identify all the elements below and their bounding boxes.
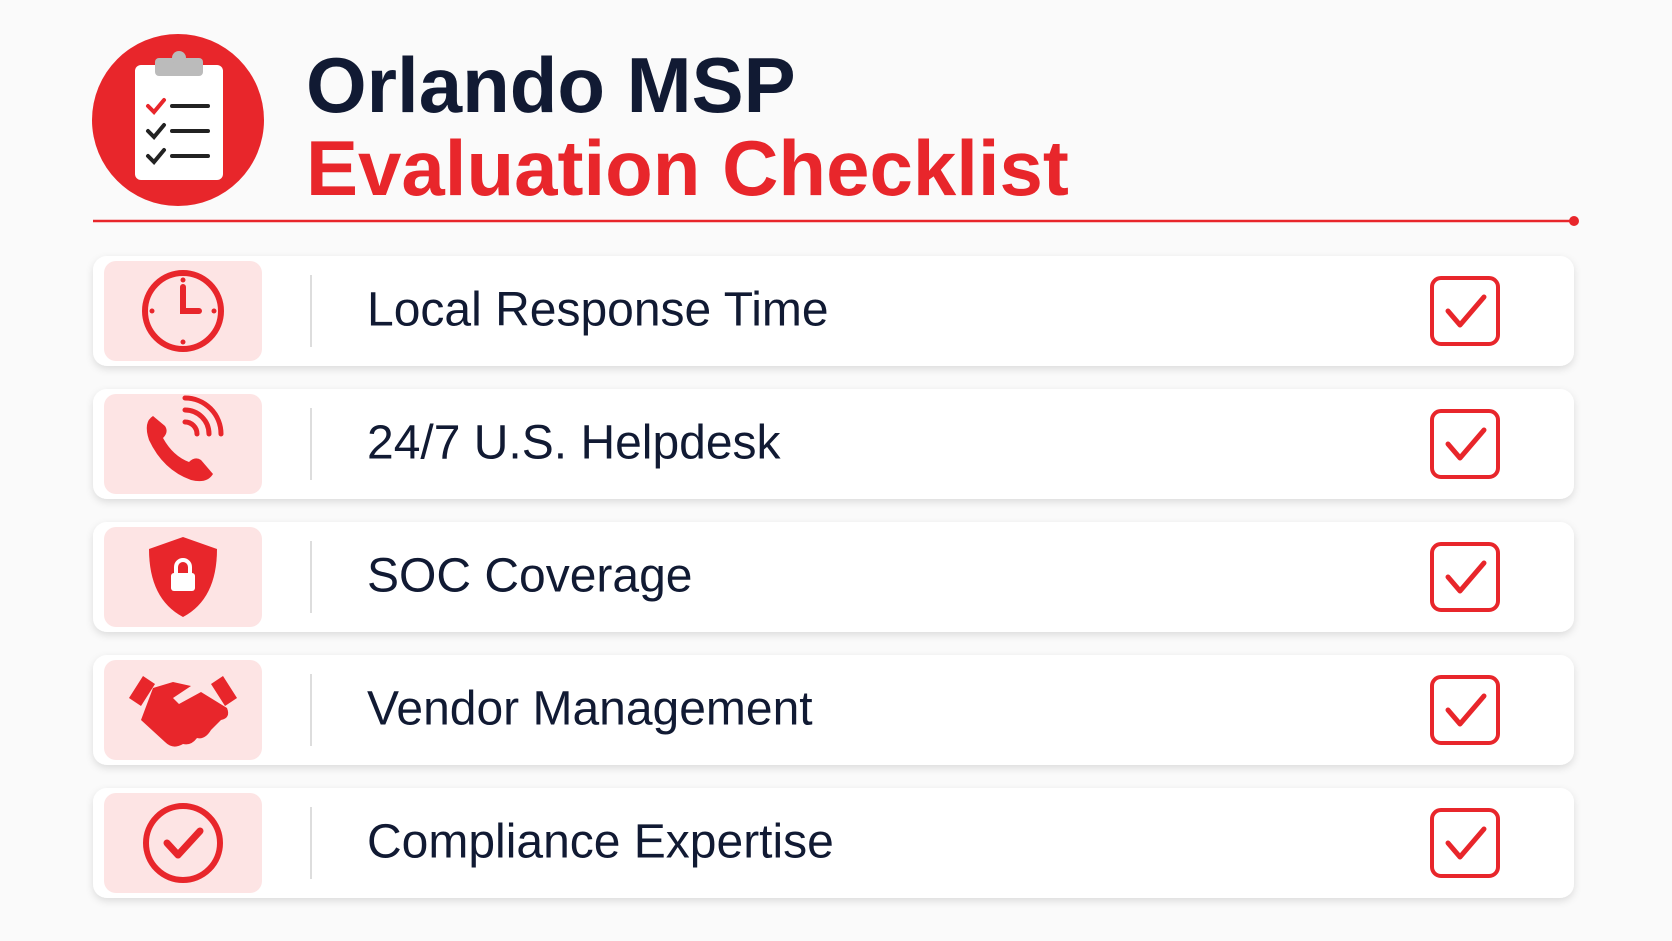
title-line2: Evaluation Checklist — [306, 124, 1069, 212]
row-card — [93, 522, 1574, 632]
item-label: 24/7 U.S. Helpdesk — [367, 417, 782, 470]
divider-dot — [1569, 216, 1579, 226]
checklist-row: Local Response Time — [93, 256, 1574, 366]
icon-box — [104, 793, 262, 893]
icon-box — [104, 394, 262, 494]
checkbox — [1430, 276, 1500, 346]
row-icon — [149, 537, 217, 617]
row-card — [93, 788, 1574, 898]
item-label: Compliance Expertise — [367, 816, 834, 869]
row-card — [93, 655, 1574, 765]
item-label: SOC Coverage — [367, 550, 692, 603]
header-icon — [92, 34, 264, 206]
row-icon — [143, 803, 223, 883]
item-label: Vendor Management — [367, 683, 813, 736]
row-card — [93, 256, 1574, 366]
row-icon — [129, 676, 237, 747]
checkbox — [1430, 542, 1500, 612]
checklist-row: 24/7 U.S. Helpdesk — [93, 389, 1574, 499]
checklist-row: SOC Coverage — [93, 522, 1574, 632]
row-card — [93, 389, 1574, 499]
checklist-row: Compliance Expertise — [93, 788, 1574, 898]
checkbox — [1430, 808, 1500, 878]
checklist-row: Vendor Management — [93, 655, 1574, 765]
row-icon — [146, 395, 224, 482]
item-label: Local Response Time — [367, 284, 829, 337]
row-icon — [142, 270, 224, 352]
checkbox — [1430, 675, 1500, 745]
checkbox — [1430, 409, 1500, 479]
title-line1: Orlando MSP — [306, 41, 796, 129]
